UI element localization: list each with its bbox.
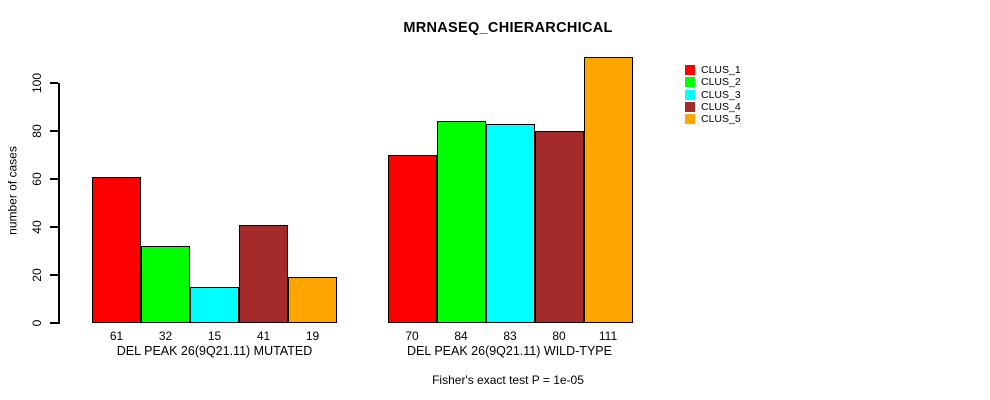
y-axis-tick [50,82,58,84]
bar-value-label: 41 [256,329,271,343]
y-axis-tick-label: 100 [30,72,44,94]
y-axis-tick-label: 40 [30,220,44,234]
y-axis-tick [50,178,58,180]
legend-swatch-icon [685,101,695,112]
legend-swatch-icon [685,89,695,100]
bar-clus_2-group1 [141,246,190,323]
y-axis-tick [50,274,58,276]
y-axis-tick-label: 80 [30,124,44,138]
bar-value-label: 15 [207,329,222,343]
legend-label: CLUS_5 [701,113,741,126]
legend-item-clus_3: CLUS_3 [685,88,741,101]
y-axis-tick [50,226,58,228]
y-axis-line [58,83,60,324]
legend-swatch-icon [685,114,695,125]
legend-swatch-icon [685,65,695,75]
legend-label: CLUS_3 [701,88,741,101]
bar-value-label: 61 [109,329,124,343]
bar-clus_5-group1 [288,277,337,323]
y-axis-tick [50,130,58,132]
bar-value-label: 84 [454,329,468,343]
bar-value-label: 83 [503,329,517,343]
group-label-wild-type: DEL PEAK 26(9Q21.11) WILD-TYPE [407,344,612,358]
bar-clus_4-group2 [534,131,584,323]
bar-clus_3-group2 [485,123,535,323]
legend-item-clus_2: CLUS_2 [685,76,741,89]
y-axis-tick-label: 60 [30,172,44,186]
legend-label: CLUS_1 [701,64,741,76]
bar-value-label: 111 [598,329,618,343]
legend-item-clus_4: CLUS_4 [685,102,741,112]
bar-clus_5-group2 [583,56,633,323]
legend-item-clus_5: CLUS_5 [685,114,741,124]
legend-label: CLUS_2 [701,76,741,89]
y-axis-title: number of cases [5,146,20,235]
chart-title: MRNASEQ_CHIERARCHICAL [403,20,613,36]
bar-clus_4-group1 [239,224,288,323]
bar-value-label: 32 [158,329,173,343]
legend-item-clus_1: CLUS_1 [685,65,741,75]
bar-clus_1-group1 [92,176,141,323]
y-axis-tick-label: 0 [30,319,44,327]
bar-clus_3-group1 [190,287,239,323]
group-label-mutated: DEL PEAK 26(9Q21.11) MUTATED [116,344,313,358]
y-axis-tick [50,322,58,324]
bar-value-label: 19 [305,329,320,343]
bar-clus_2-group2 [436,121,486,323]
y-axis-tick-label: 20 [30,268,44,282]
bar-clus_1-group2 [387,155,437,323]
annotation-text: Fisher's exact test P = 1e-05 [432,373,584,387]
bar-value-label: 80 [552,329,566,343]
legend-swatch-icon [685,77,695,88]
legend: CLUS_1 CLUS_2 CLUS_3 CLUS_4 CLUS_5 [685,65,741,126]
legend-label: CLUS_4 [701,100,741,113]
bar-value-label: 70 [405,329,419,343]
